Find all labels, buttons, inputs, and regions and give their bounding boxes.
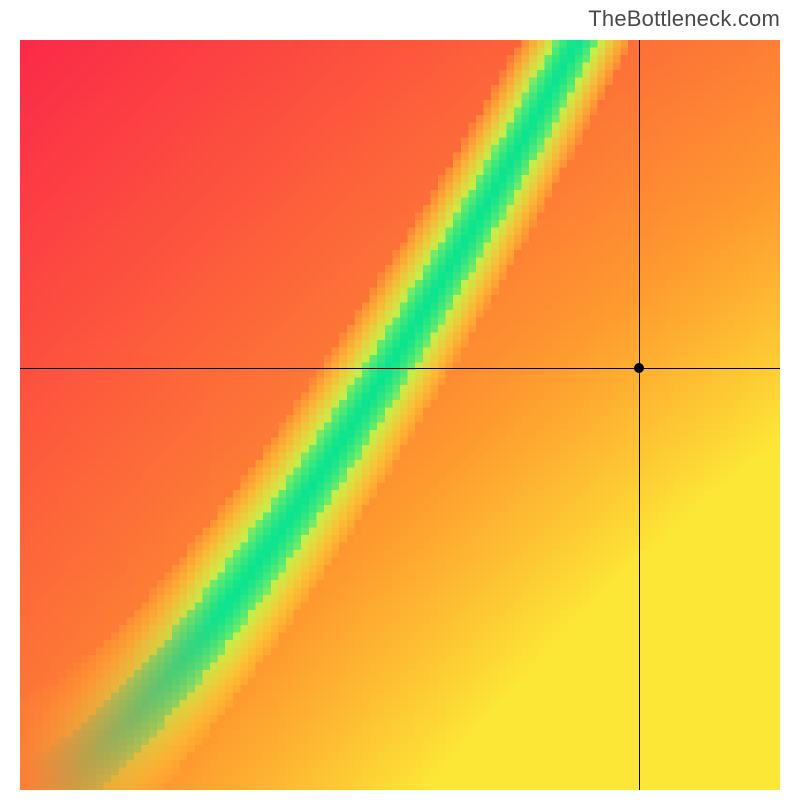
crosshair-vertical [639,40,640,790]
page-title: TheBottleneck.com [588,6,780,32]
crosshair-horizontal [20,368,780,369]
heatmap-canvas [20,40,780,790]
heatmap-plot [20,40,780,790]
